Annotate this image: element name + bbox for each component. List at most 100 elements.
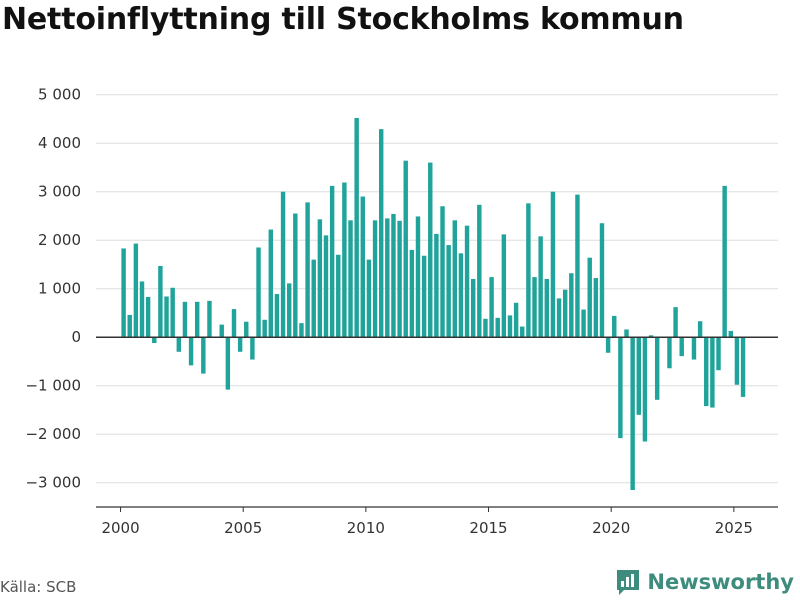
bar [225,337,231,390]
bar [716,337,721,371]
bar [489,277,494,338]
bar [667,337,672,369]
bar [434,233,439,338]
bar [336,254,341,338]
bar [158,265,163,338]
bar [354,117,359,338]
bar [133,243,139,338]
bar [550,191,556,338]
axes [96,336,778,512]
bar [464,225,470,338]
x-tick-label: 2025 [715,519,753,537]
bar [477,204,482,338]
bar [207,300,212,338]
bar [532,277,537,338]
bar [274,294,280,338]
bar [648,335,654,338]
bar [372,220,378,338]
bar [415,216,421,338]
bar [654,337,660,400]
bar [139,281,145,338]
y-tick-label: 2 000 [38,231,81,249]
bar [428,162,433,338]
bar [403,160,408,338]
bar [624,329,629,338]
bar [201,337,206,374]
bar [385,218,390,338]
bar [262,319,267,338]
bar [636,337,641,415]
y-tick-label: −1 000 [25,377,81,395]
y-tick-label: 1 000 [38,280,81,298]
bar [618,337,623,439]
y-tick-label: 5 000 [38,86,81,104]
bar [311,259,316,338]
page-title: Nettoinflyttning till Stockholms kommun [2,2,684,37]
bar [538,236,543,338]
bar [286,283,292,338]
bar [520,326,525,338]
bar [250,337,255,360]
bar [194,301,200,338]
bars [121,117,746,491]
bar [501,234,507,338]
bar [121,248,126,338]
bar [342,182,347,338]
bar [562,289,568,338]
bar [397,220,402,338]
bar [446,245,451,338]
bar [152,337,157,344]
bar [452,220,457,338]
bar [483,318,488,338]
bar [495,317,500,338]
bar [697,321,703,338]
y-tick-label: 3 000 [38,183,81,201]
bar [378,129,384,338]
bar [581,309,586,338]
bar [293,213,298,338]
bar [575,194,580,338]
bar [237,337,243,352]
bar [219,324,224,338]
bar [544,279,549,338]
bar [612,315,617,338]
x-tick-label: 2015 [469,519,507,537]
bar [366,259,372,338]
bar [704,337,709,407]
bar [170,287,175,338]
bar [507,315,513,338]
bar [440,206,445,338]
x-tick-labels: 2000 2005 2010 2015 2020 2025 [101,519,752,537]
bar [360,196,365,338]
brand-name: Newsworthy [647,570,794,594]
bar [409,249,415,338]
bar-chart-logo-icon [617,570,640,595]
y-tick-label: 4 000 [38,134,81,152]
bar [691,337,697,360]
bar [305,202,310,338]
bar [145,296,151,338]
bar [513,302,519,338]
y-tick-label: −3 000 [25,474,81,492]
bar [268,229,274,338]
bar [323,235,329,338]
bar [176,337,182,352]
bar [299,323,304,338]
bar [569,273,574,338]
bar [526,203,531,338]
bar [280,191,286,338]
y-tick-label: 0 [71,328,81,346]
x-tick-label: 2005 [224,519,262,537]
bar [470,279,476,338]
source-note: Källa: SCB [0,578,77,596]
bar [722,185,727,338]
bar [244,321,249,338]
grid-lines [96,94,778,484]
bar [605,337,611,353]
bar [164,296,169,338]
bar [458,253,464,338]
bar [642,337,648,442]
bar [256,247,261,338]
bar [710,337,715,408]
